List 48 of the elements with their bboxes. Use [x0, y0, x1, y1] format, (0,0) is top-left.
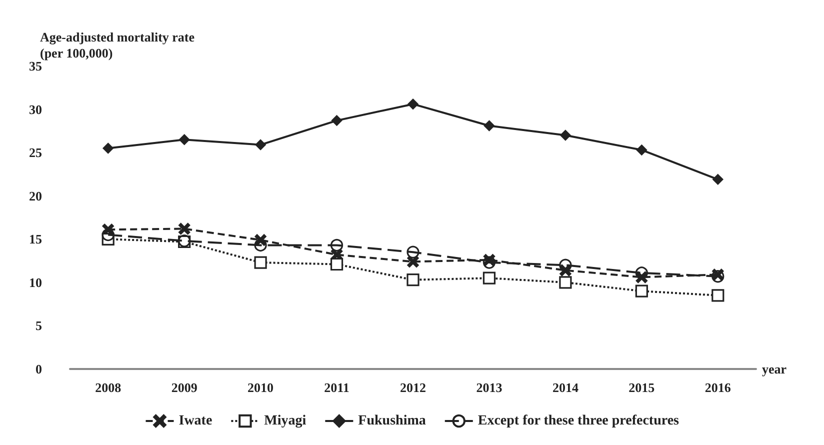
y-tick-label: 5 [36, 318, 42, 334]
x-tick-label: 2008 [95, 380, 122, 395]
point [102, 228, 114, 242]
point [255, 139, 266, 150]
point [254, 256, 267, 269]
point [406, 274, 420, 286]
y-tick-label: 15 [29, 232, 42, 247]
x-tick-label: 2012 [400, 380, 426, 395]
point [331, 115, 342, 126]
point [559, 276, 572, 289]
point [635, 266, 648, 280]
legend-label: Except for these three prefectures [478, 414, 680, 428]
y-tick-label: 25 [29, 145, 42, 160]
point [330, 238, 344, 252]
point [102, 142, 114, 154]
x-tick-label: 2009 [171, 380, 198, 395]
point [482, 272, 496, 284]
point [406, 246, 420, 258]
point [559, 258, 572, 272]
point [178, 222, 190, 235]
x-axis-title: year [762, 362, 787, 376]
point [635, 284, 648, 298]
x-tick-label: 2015 [628, 380, 656, 395]
x-tick-label: 2014 [552, 380, 579, 395]
point [407, 256, 419, 268]
legend-label: Fukushima [358, 414, 426, 428]
point [482, 256, 496, 269]
point [560, 130, 571, 141]
point [179, 134, 190, 145]
point [712, 174, 724, 185]
x-tick-label: 2016 [704, 380, 732, 395]
point [254, 238, 267, 252]
x-tick-label: 2013 [476, 380, 503, 395]
y-axis-title: Age-adjusted mortality rate (per 100,000) [40, 30, 195, 61]
legend-label: Miyagi [264, 414, 306, 428]
point [712, 289, 724, 302]
x-tick-label: 2011 [324, 380, 350, 395]
x-tick-label: 2010 [248, 380, 274, 395]
point [636, 144, 647, 156]
y-tick-label: 20 [29, 188, 42, 204]
point [484, 120, 495, 132]
y-tick-label: 0 [36, 362, 42, 376]
point [408, 98, 418, 110]
legend-label: Iwate [178, 414, 212, 428]
y-tick-label: 10 [29, 274, 42, 290]
y-tick-label: 30 [29, 102, 42, 117]
y-tick-label: 35 [29, 58, 42, 74]
point [330, 258, 344, 271]
